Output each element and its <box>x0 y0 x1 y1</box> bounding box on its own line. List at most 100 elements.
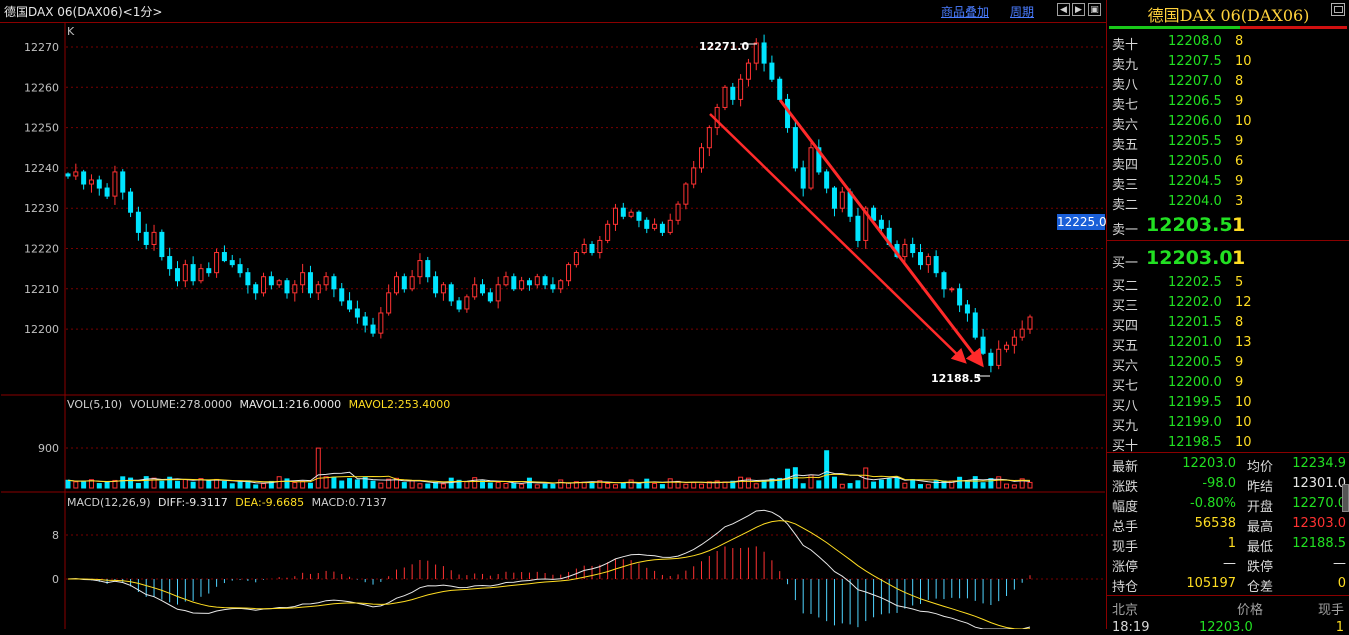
volume-bar <box>620 482 626 489</box>
candlesticks <box>65 34 1033 373</box>
volume-bar <box>370 480 376 489</box>
candle-body <box>730 86 736 100</box>
bid-row: 买六 12200.5 9 <box>1107 353 1349 374</box>
stats-divider <box>1107 452 1349 453</box>
volume-bar <box>472 477 478 489</box>
volume-bar <box>526 477 532 489</box>
volume-bar <box>644 478 650 489</box>
volume-bar <box>699 483 705 489</box>
trend-arrow-line <box>709 113 967 364</box>
nav-left-icon[interactable]: ◀ <box>1057 3 1070 16</box>
candle-body <box>401 276 407 290</box>
volume-bar <box>487 482 493 489</box>
macd-histogram <box>67 509 1031 629</box>
ask-row: 卖九 12207.5 10 <box>1107 52 1349 73</box>
volume-bar <box>1019 478 1025 489</box>
candle-body <box>417 260 423 278</box>
candle-body <box>128 191 134 213</box>
candle-body <box>925 256 931 266</box>
bid-row-label: 买三 <box>1112 299 1139 314</box>
candle-body <box>440 284 446 294</box>
volume-axis-label: 900 <box>38 442 59 455</box>
stat-value: — <box>1223 556 1236 571</box>
volume-bar <box>558 479 564 489</box>
volume-bar <box>159 480 165 489</box>
candle-body <box>972 312 978 338</box>
volume-bar <box>957 476 963 489</box>
quote-title: 德国DAX 06(DAX06) <box>1147 6 1310 25</box>
candle-body <box>229 260 235 266</box>
ask-row-vol: 10 <box>1235 114 1252 129</box>
candle-body <box>261 276 267 294</box>
price-tick-label: 12200 <box>24 323 59 336</box>
overlay-commodity-link[interactable]: 商品叠加 <box>941 5 990 19</box>
stat-label: 跌停 <box>1247 560 1274 575</box>
volume-bar <box>730 480 736 489</box>
candle-body <box>753 42 759 64</box>
candle-body <box>409 276 415 290</box>
volume-bar <box>456 479 462 489</box>
ask-row: 卖七 12206.5 9 <box>1107 92 1349 113</box>
panel-toggle-icon[interactable] <box>1331 3 1345 16</box>
volume-bar <box>816 480 822 489</box>
volume-bar <box>511 483 517 489</box>
price-tick-label: 12230 <box>24 202 59 215</box>
candle-body <box>511 276 517 290</box>
volume-bar <box>918 484 924 489</box>
window-restore-icon[interactable]: ▣ <box>1088 3 1101 16</box>
candle-body <box>589 243 595 254</box>
volume-bar <box>612 484 618 489</box>
scrollbar-thumb[interactable] <box>1342 484 1349 512</box>
chart-area[interactable]: 12270 12260 12250 12240 12230 12220 12210 12200… <box>0 22 1106 629</box>
price-tick-label: 12250 <box>24 122 59 135</box>
volume-bar <box>167 476 173 489</box>
macd-value: MACD:0.7137 <box>312 496 387 509</box>
stat-label: 开盘 <box>1247 500 1274 515</box>
candle-body <box>135 211 141 233</box>
volume-bar <box>182 479 188 489</box>
period-link[interactable]: 周期 <box>1010 5 1035 19</box>
bid-row-price: 12199.0 <box>1168 415 1222 430</box>
bid-row-price: 12201.5 <box>1168 315 1222 330</box>
bid-row: 买一 12203.0 1 <box>1107 247 1349 271</box>
volume-bar <box>878 479 884 489</box>
candle-body <box>245 272 251 286</box>
candle-body <box>268 276 274 286</box>
volume-bar <box>988 478 994 489</box>
volume-bar <box>1004 483 1010 489</box>
candle-body <box>988 352 994 366</box>
candle-body <box>659 223 665 233</box>
candle-body <box>284 280 290 294</box>
stat-label: 最新 <box>1112 460 1139 475</box>
candle-body <box>1027 316 1033 330</box>
stat-label: 现手 <box>1112 540 1139 555</box>
candle-body <box>480 284 486 294</box>
bid-row-label: 买四 <box>1112 319 1139 334</box>
volume-bar <box>738 476 744 489</box>
volume-bar <box>96 483 102 489</box>
volume-bar <box>81 480 87 489</box>
volume-bar <box>894 476 900 489</box>
candle-body <box>519 280 525 290</box>
ask-row-price: 12206.0 <box>1168 114 1222 129</box>
volume-bar <box>550 483 556 489</box>
ask-row-label: 卖六 <box>1112 118 1139 133</box>
candle-body <box>159 231 165 258</box>
volume-bar <box>800 483 806 489</box>
volume-bar <box>769 478 775 489</box>
stat-label: 涨停 <box>1112 560 1139 575</box>
candle-body <box>918 252 924 266</box>
ask-row: 卖六 12206.0 10 <box>1107 112 1349 133</box>
volume-bar <box>1011 484 1017 489</box>
candle-body <box>792 127 798 169</box>
volume-bar <box>871 481 877 489</box>
volume-bar <box>112 479 118 489</box>
stat-value: -98.0 <box>1202 476 1236 491</box>
volume-bar <box>237 481 243 489</box>
bid-row-vol: 1 <box>1232 247 1246 269</box>
bid-row-vol: 10 <box>1235 415 1252 430</box>
volume-bar <box>88 479 94 489</box>
bid-row-price: 12198.5 <box>1168 435 1222 450</box>
nav-right-icon[interactable]: ▶ <box>1072 3 1085 16</box>
candle-body <box>605 223 611 241</box>
